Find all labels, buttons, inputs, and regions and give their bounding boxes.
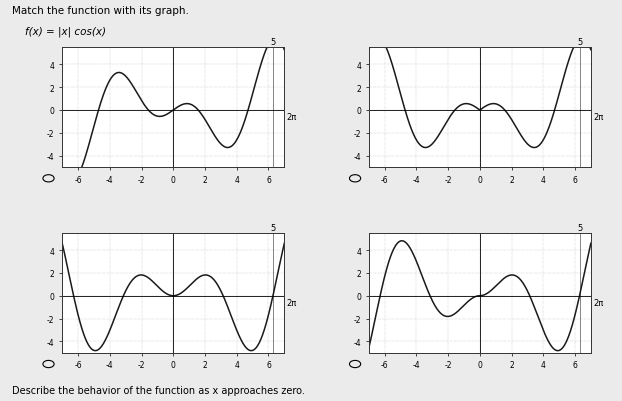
Text: 2π: 2π [593, 113, 603, 122]
Text: Match the function with its graph.: Match the function with its graph. [12, 6, 189, 16]
Text: 2π: 2π [593, 298, 603, 307]
Text: Describe the behavior of the function as x approaches zero.: Describe the behavior of the function as… [12, 385, 305, 395]
Text: f(x) = |x| cos(x): f(x) = |x| cos(x) [25, 26, 106, 36]
Text: 2π: 2π [287, 113, 297, 122]
Text: 2π: 2π [287, 298, 297, 307]
Text: 5: 5 [577, 38, 582, 47]
Text: 5: 5 [577, 223, 582, 232]
Text: 5: 5 [271, 223, 276, 232]
Text: 5: 5 [271, 38, 276, 47]
